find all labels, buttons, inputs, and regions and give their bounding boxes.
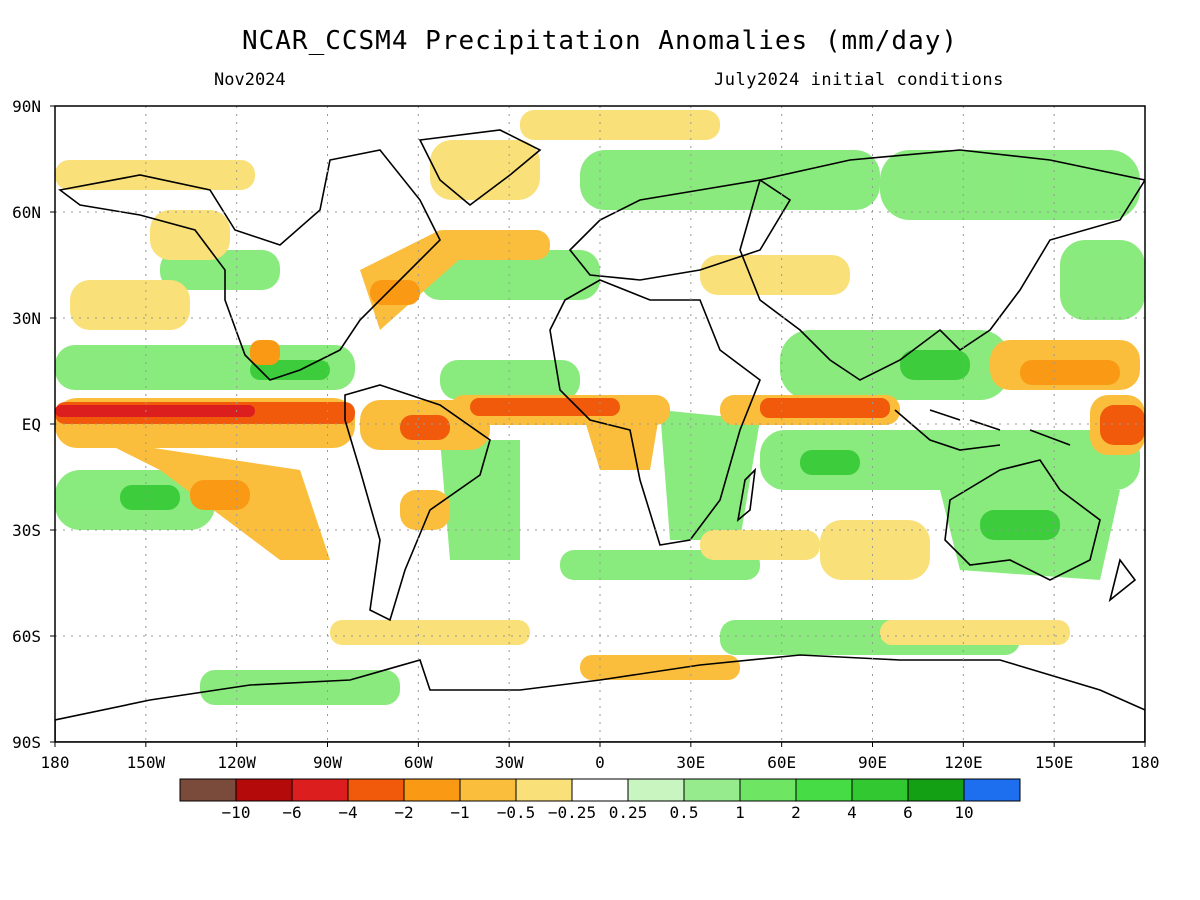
map-title: NCAR_CCSM4 Precipitation Anomalies (mm/d…: [241, 26, 959, 56]
colorbar-swatch: [515, 778, 573, 802]
latitude-labels: 90N 60N 30N EQ 30S 60S 90S: [12, 97, 55, 752]
longitude-label: 30E: [676, 753, 705, 772]
longitude-label: 120W: [217, 753, 256, 772]
plot-area: [55, 106, 1145, 742]
colorbar-swatch: [235, 778, 293, 802]
colorbar-label: 10: [954, 803, 973, 822]
longitude-label: 60W: [404, 753, 433, 772]
longitude-label: 180: [41, 753, 70, 772]
colorbar-swatch: [739, 778, 797, 802]
latitude-label: 90N: [12, 97, 41, 116]
colorbar-label: −2: [394, 803, 413, 822]
colorbar-swatch: [795, 778, 853, 802]
valid-month-label: Nov2024: [214, 70, 286, 90]
latitude-label: EQ: [22, 415, 41, 434]
colorbar-swatch: [627, 778, 685, 802]
colorbar-label: −10: [222, 803, 251, 822]
longitude-label: 150E: [1035, 753, 1074, 772]
colorbar-swatch: [907, 778, 965, 802]
colorbar-swatch: [571, 778, 629, 802]
longitude-label: 180: [1131, 753, 1160, 772]
longitude-labels: 180 150W 120W 90W 60W 30W 0 30E 60E 90E 120E 150E 18…: [41, 742, 1160, 772]
longitude-label: 30W: [495, 753, 524, 772]
strong-wet-anomaly-areas: [120, 350, 1060, 540]
colorbar-label: −0.5: [497, 803, 536, 822]
latitude-label: 30N: [12, 309, 41, 328]
colorbar-label: −4: [338, 803, 357, 822]
colorbar-label: −6: [282, 803, 301, 822]
colorbar-label: −1: [450, 803, 469, 822]
colorbar-swatch: [347, 778, 405, 802]
longitude-label: 90E: [858, 753, 887, 772]
initial-conditions-label: July2024 initial conditions: [714, 70, 1004, 90]
wet-anomaly-areas: [55, 150, 1145, 705]
strong-dry-anomaly-areas: [55, 280, 1145, 510]
colorbar: −10 −6 −4 −2 −1 −0.5 −0.25 0.25 0.5 1 2 4 6 10: [179, 778, 1021, 822]
colorbar-label: −0.25: [548, 803, 596, 822]
longitude-label: 120E: [944, 753, 983, 772]
latitude-label: 90S: [12, 733, 41, 752]
colorbar-label: 4: [847, 803, 857, 822]
coastlines: [55, 129, 1145, 742]
latitude-label: 60N: [12, 203, 41, 222]
colorbar-label: 0.5: [670, 803, 699, 822]
colorbar-swatch: [459, 778, 517, 802]
colorbar-swatch: [683, 778, 741, 802]
longitude-label: 60E: [767, 753, 796, 772]
latitude-label: 30S: [12, 521, 41, 540]
graticule: [55, 106, 1145, 742]
longitude-label: 0: [595, 753, 605, 772]
colorbar-swatch: [179, 778, 237, 802]
longitude-label: 90W: [313, 753, 342, 772]
longitude-label: 150W: [127, 753, 166, 772]
colorbar-swatch: [403, 778, 461, 802]
colorbar-swatch: [291, 778, 349, 802]
latitude-label: 60S: [12, 627, 41, 646]
colorbar-swatch: [963, 778, 1021, 802]
colorbar-label: 1: [735, 803, 745, 822]
colorbar-label: 0.25: [609, 803, 648, 822]
colorbar-label: 6: [903, 803, 913, 822]
colorbar-label: 2: [791, 803, 801, 822]
colorbar-swatch: [851, 778, 909, 802]
